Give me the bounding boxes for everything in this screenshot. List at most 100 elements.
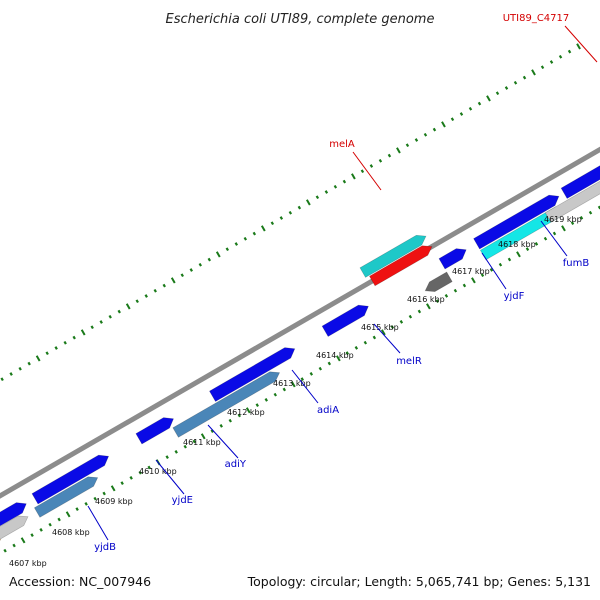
inner-tick-mark <box>507 257 512 262</box>
gene-leader-line <box>87 505 109 541</box>
inner-tick-mark <box>453 288 458 293</box>
outer-tick-mark <box>189 268 193 272</box>
outer-tick-mark <box>35 355 41 362</box>
gene-arrow <box>172 371 281 438</box>
outer-tick-mark <box>45 351 49 356</box>
outer-tick-mark <box>324 190 329 194</box>
gene-arrow <box>544 180 600 223</box>
gene-arrow <box>473 194 560 250</box>
outer-tick-mark <box>468 106 473 111</box>
outer-tick-mark <box>513 80 518 85</box>
inner-tick-mark <box>282 387 286 392</box>
outer-tick-mark <box>215 251 221 258</box>
inner-tick-mark <box>129 476 133 480</box>
inner-tick-mark <box>570 221 575 225</box>
gene-leader-line <box>155 459 185 495</box>
inner-tick-mark <box>273 392 277 397</box>
outer-tick-mark <box>162 283 166 288</box>
inner-tick-mark <box>534 242 539 246</box>
outer-tick-mark <box>414 138 419 142</box>
inner-tick-mark <box>408 314 413 319</box>
outer-tick-mark <box>117 309 121 314</box>
kbp-label: 4611 kbp <box>183 438 221 447</box>
outer-tick-mark <box>72 335 76 340</box>
outer-tick-mark <box>450 117 455 122</box>
inner-tick-mark <box>588 210 593 215</box>
outer-tick-mark <box>198 262 202 267</box>
gene-label: adiA <box>317 405 339 416</box>
outer-tick-mark <box>80 329 86 336</box>
gene-label: fumB <box>563 258 590 269</box>
outer-tick-mark <box>495 91 500 96</box>
outer-tick-mark <box>558 54 563 59</box>
outer-tick-mark <box>18 366 22 371</box>
inner-tick-mark <box>255 403 259 407</box>
inner-tick-mark <box>426 303 431 310</box>
accession-text: Accession: NC_007946 <box>9 574 151 589</box>
kbp-label: 4609 kbp <box>95 497 133 506</box>
inner-tick-mark <box>354 346 359 350</box>
inner-tick-mark <box>435 299 440 303</box>
gene-leader-line <box>352 151 382 191</box>
inner-tick-mark <box>165 455 169 459</box>
topology-summary-text: Topology: circular; Length: 5,065,741 bp… <box>247 574 591 589</box>
inner-tick-mark <box>372 335 377 340</box>
inner-tick-mark <box>525 247 530 251</box>
outer-tick-mark <box>90 325 94 330</box>
gene-arrow <box>321 304 369 337</box>
outer-tick-mark <box>504 86 509 90</box>
outer-tick-mark <box>305 199 311 206</box>
inner-tick-mark <box>183 444 187 449</box>
gene-features <box>0 165 600 542</box>
inner-tick-mark <box>30 533 34 537</box>
outer-tick-mark <box>459 112 464 116</box>
inner-tick-mark <box>327 361 332 366</box>
outer-tick-mark <box>342 179 347 184</box>
inner-tick-mark <box>552 231 557 236</box>
outer-tick-mark <box>288 210 293 215</box>
kbp-label: 4618 kbp <box>498 240 536 249</box>
inner-tick-mark <box>93 496 97 501</box>
gene-arrow <box>424 271 453 292</box>
gene-arrow <box>33 476 99 518</box>
outer-tick-mark <box>108 314 112 319</box>
gene-arrow <box>369 245 433 287</box>
outer-tick-mark <box>567 49 572 54</box>
outer-tick-mark <box>243 236 248 241</box>
gene-labels: yjdB yjdE adiY adiA melR yjdF fumB melA UTI89_C4… <box>87 13 598 553</box>
inner-tick-mark <box>228 418 232 423</box>
outer-tick-mark <box>54 346 58 350</box>
outer-tick-mark <box>576 43 581 50</box>
outer-tick-mark <box>378 158 383 163</box>
outer-tick-mark <box>225 247 230 252</box>
inner-tick-mark <box>335 355 341 362</box>
outer-tick-mark <box>486 95 491 102</box>
gene-arrow <box>0 502 27 527</box>
kbp-scale-labels: 4607 kbp 4608 kbp 4609 kbp 4610 kbp 4611 kbp… <box>9 215 582 568</box>
outer-tick-mark <box>360 169 365 174</box>
gene-arrow <box>560 165 600 199</box>
gene-label: UTI89_C4717 <box>503 13 570 24</box>
outer-tick-mark <box>63 340 67 345</box>
inner-tick-mark <box>110 485 116 492</box>
outer-tick-mark <box>477 101 482 106</box>
outer-tick-track <box>0 43 581 382</box>
inner-tick-mark <box>444 294 449 298</box>
outer-tick-mark <box>252 231 257 236</box>
outer-tick-mark <box>396 147 401 154</box>
outer-tick-mark <box>540 65 545 70</box>
outer-tick-mark <box>369 164 374 168</box>
inner-tick-mark <box>264 398 268 402</box>
outer-tick-mark <box>207 257 211 262</box>
outer-tick-mark <box>423 132 428 137</box>
inner-tick-mark <box>462 283 467 288</box>
outer-tick-mark <box>531 69 536 76</box>
inner-tick-mark <box>147 465 151 470</box>
inner-tick-mark <box>39 528 43 532</box>
outer-tick-mark <box>125 303 131 310</box>
outer-tick-mark <box>441 121 446 128</box>
outer-tick-mark <box>234 242 239 246</box>
inner-tick-mark <box>290 381 296 388</box>
kbp-label: 4615 kbp <box>361 323 399 332</box>
gene-label: yjdE <box>172 495 193 506</box>
